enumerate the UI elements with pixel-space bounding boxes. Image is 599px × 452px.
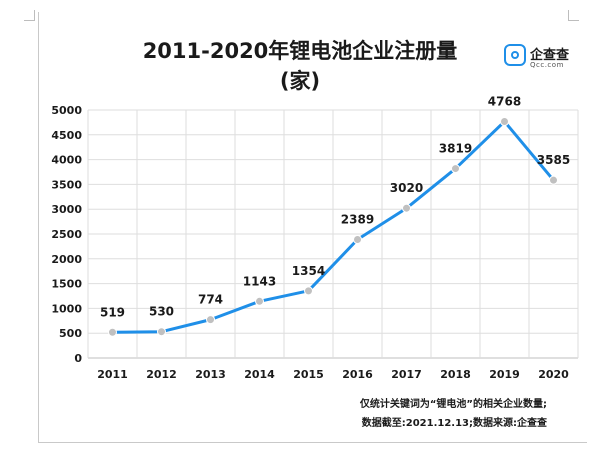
- data-point: [304, 286, 313, 296]
- logo-name: 企查查: [530, 48, 570, 63]
- data-label: 530: [149, 305, 174, 319]
- y-tick-label: 2000: [51, 253, 82, 266]
- x-tick-label: 2014: [244, 368, 275, 381]
- data-label: 774: [198, 293, 223, 307]
- x-tick-label: 2017: [391, 368, 422, 381]
- data-point: [255, 296, 264, 306]
- data-point: [451, 164, 460, 174]
- y-tick-label: 4500: [51, 129, 82, 142]
- data-point: [206, 315, 215, 325]
- y-tick-label: 0: [74, 352, 82, 365]
- y-tick-label: 5000: [51, 104, 82, 117]
- data-label: 3819: [439, 142, 472, 156]
- chart-title-line1: 2011-2020年锂电池企业注册量: [142, 39, 458, 63]
- y-tick-label: 3500: [51, 178, 82, 191]
- footnote-scope: 仅统计关键词为“锂电池”的相关企业数量;: [359, 399, 547, 410]
- crop-mark-top-right: [568, 10, 579, 21]
- x-tick-label: 2012: [146, 368, 177, 381]
- y-tick-label: 3000: [51, 203, 82, 216]
- qcc-logo-icon: [504, 44, 526, 66]
- data-point: [500, 117, 509, 127]
- data-point: [108, 327, 117, 337]
- x-tick-label: 2015: [293, 368, 324, 381]
- x-tick-label: 2018: [440, 368, 471, 381]
- data-label: 3020: [390, 181, 423, 195]
- data-point: [157, 327, 166, 337]
- data-point: [353, 235, 362, 245]
- x-tick-label: 2020: [538, 368, 569, 381]
- data-label: 519: [100, 305, 125, 319]
- y-tick-label: 2500: [51, 228, 82, 241]
- page-frame: [38, 12, 587, 443]
- x-tick-label: 2011: [97, 368, 128, 381]
- x-tick-label: 2016: [342, 368, 373, 381]
- x-tick-label: 2019: [489, 368, 520, 381]
- y-tick-label: 1000: [51, 302, 82, 315]
- y-tick-label: 500: [59, 327, 82, 340]
- data-label: 3585: [537, 153, 570, 167]
- logo-sub: Qcc.com: [530, 61, 564, 69]
- y-tick-label: 4000: [51, 154, 82, 167]
- data-point: [402, 203, 411, 213]
- chart-title-line2: (家): [279, 69, 321, 93]
- data-label: 2389: [341, 213, 374, 227]
- series-line: [111, 120, 555, 334]
- data-label: 1354: [292, 264, 325, 278]
- crop-mark-top-left: [24, 10, 35, 21]
- x-tick-label: 2013: [195, 368, 226, 381]
- data-label: 4768: [488, 95, 521, 109]
- data-label: 1143: [243, 274, 276, 288]
- y-tick-label: 1500: [51, 278, 82, 291]
- footnote-source: 数据截至:2021.12.13;数据来源:企查查: [361, 418, 547, 429]
- qcc-logo: 企查查 Qcc.com: [504, 44, 590, 74]
- data-point: [549, 175, 558, 185]
- chart-title: 2011-2020年锂电池企业注册量 (家): [130, 36, 470, 96]
